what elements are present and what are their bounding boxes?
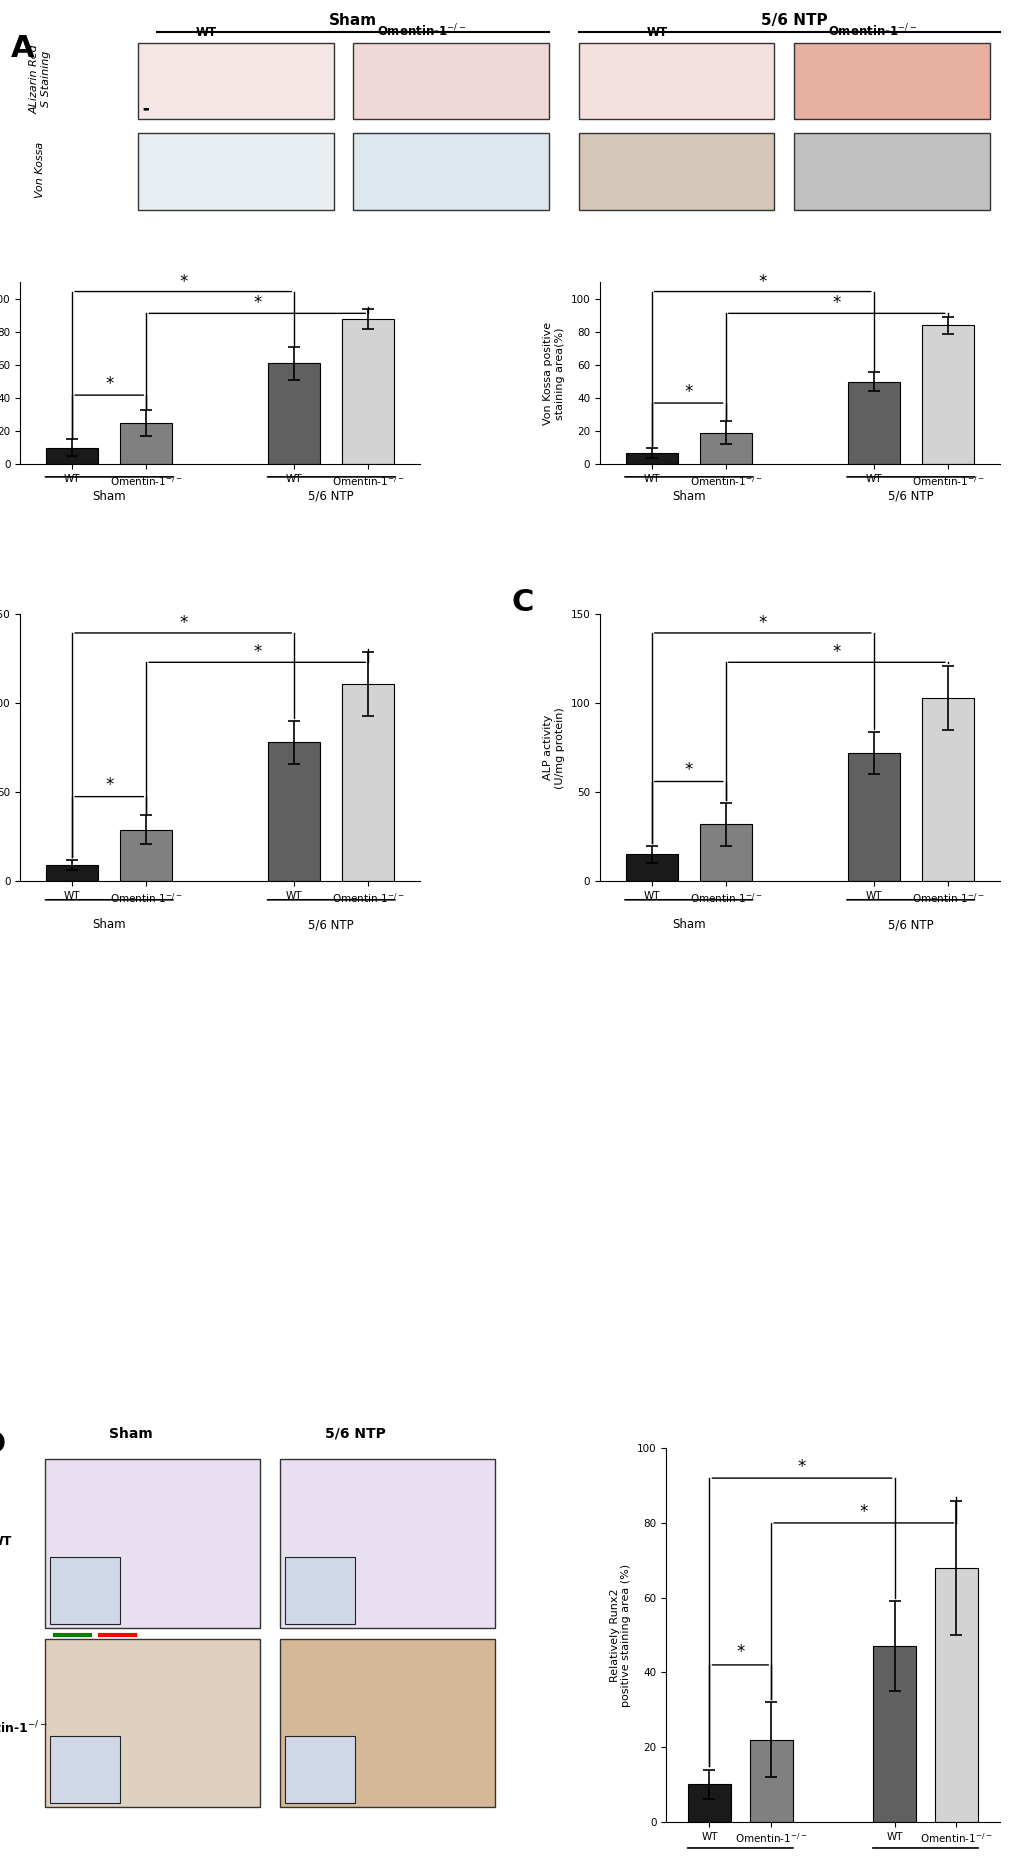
Bar: [46, 1459, 260, 1627]
Text: *: *: [797, 1457, 805, 1476]
Text: *: *: [684, 760, 692, 779]
Text: *: *: [179, 273, 187, 290]
Text: Sham: Sham: [93, 489, 126, 502]
Bar: [285, 1736, 355, 1803]
Bar: [578, 43, 773, 119]
Y-axis label: Relatively Runx2
positive staining area (%): Relatively Runx2 positive staining area …: [609, 1563, 631, 1707]
Bar: [847, 753, 899, 881]
Text: *: *: [105, 376, 113, 394]
Text: 5/6 NTP: 5/6 NTP: [325, 1426, 385, 1441]
Bar: [120, 829, 172, 881]
Text: Von Kossa: Von Kossa: [35, 141, 45, 197]
Bar: [120, 422, 172, 465]
Text: Sham: Sham: [329, 13, 377, 28]
Text: 5/6 NTP: 5/6 NTP: [308, 489, 354, 502]
Bar: [342, 318, 393, 465]
Text: 5/6 NTP: 5/6 NTP: [888, 918, 932, 931]
Text: D: D: [0, 1430, 6, 1459]
Text: *: *: [758, 273, 766, 290]
Bar: [353, 43, 548, 119]
Y-axis label: Von Kossa positive
staining area(%): Von Kossa positive staining area(%): [543, 322, 565, 426]
Text: *: *: [684, 383, 692, 402]
Text: ALizarin Red
S Staining: ALizarin Red S Staining: [30, 45, 51, 113]
Bar: [285, 1556, 355, 1623]
Bar: [933, 1567, 977, 1822]
Bar: [46, 1640, 260, 1807]
Text: Sham: Sham: [672, 489, 705, 502]
Bar: [578, 134, 773, 210]
Bar: [687, 1785, 731, 1822]
Text: 5/6 NTP: 5/6 NTP: [308, 918, 354, 931]
Text: *: *: [736, 1643, 744, 1662]
Bar: [872, 1647, 915, 1822]
Bar: [46, 864, 98, 881]
Bar: [50, 1736, 120, 1803]
Bar: [921, 697, 973, 881]
Text: Sham: Sham: [108, 1426, 152, 1441]
Text: *: *: [105, 775, 113, 794]
Bar: [793, 43, 988, 119]
Bar: [280, 1640, 495, 1807]
Bar: [268, 363, 320, 465]
Bar: [793, 134, 988, 210]
Text: *: *: [253, 643, 261, 662]
Bar: [268, 742, 320, 881]
Text: *: *: [832, 643, 840, 662]
Bar: [847, 381, 899, 465]
Text: WT: WT: [646, 26, 666, 39]
Bar: [46, 448, 98, 465]
Text: ▬: ▬: [143, 106, 149, 112]
Bar: [138, 134, 333, 210]
Bar: [353, 134, 548, 210]
Bar: [626, 855, 677, 881]
Text: C: C: [512, 587, 534, 617]
Text: Omentin-1$^{-/-}$: Omentin-1$^{-/-}$: [377, 22, 466, 39]
Bar: [699, 824, 751, 881]
Text: *: *: [253, 294, 261, 312]
Text: Sham: Sham: [93, 918, 126, 931]
Text: Omentin-1$^{-/-}$: Omentin-1$^{-/-}$: [827, 22, 916, 39]
Bar: [699, 433, 751, 465]
Bar: [749, 1740, 792, 1822]
Y-axis label: ALP activity
(U/mg protein): ALP activity (U/mg protein): [543, 706, 565, 788]
Bar: [138, 43, 333, 119]
Text: *: *: [859, 1504, 867, 1521]
Text: Sham: Sham: [672, 918, 705, 931]
Text: *: *: [758, 613, 766, 632]
Text: 5/6 NTP: 5/6 NTP: [760, 13, 826, 28]
Bar: [626, 452, 677, 465]
Bar: [921, 325, 973, 465]
Bar: [342, 684, 393, 881]
Text: Omentin-1$^{-/-}$: Omentin-1$^{-/-}$: [0, 1720, 48, 1736]
Text: WT: WT: [196, 26, 217, 39]
Text: A: A: [10, 33, 35, 63]
Text: WT: WT: [0, 1536, 11, 1549]
Bar: [280, 1459, 495, 1627]
Text: 5/6 NTP: 5/6 NTP: [888, 489, 932, 502]
Text: *: *: [832, 294, 840, 312]
Bar: [50, 1556, 120, 1623]
Text: *: *: [179, 613, 187, 632]
